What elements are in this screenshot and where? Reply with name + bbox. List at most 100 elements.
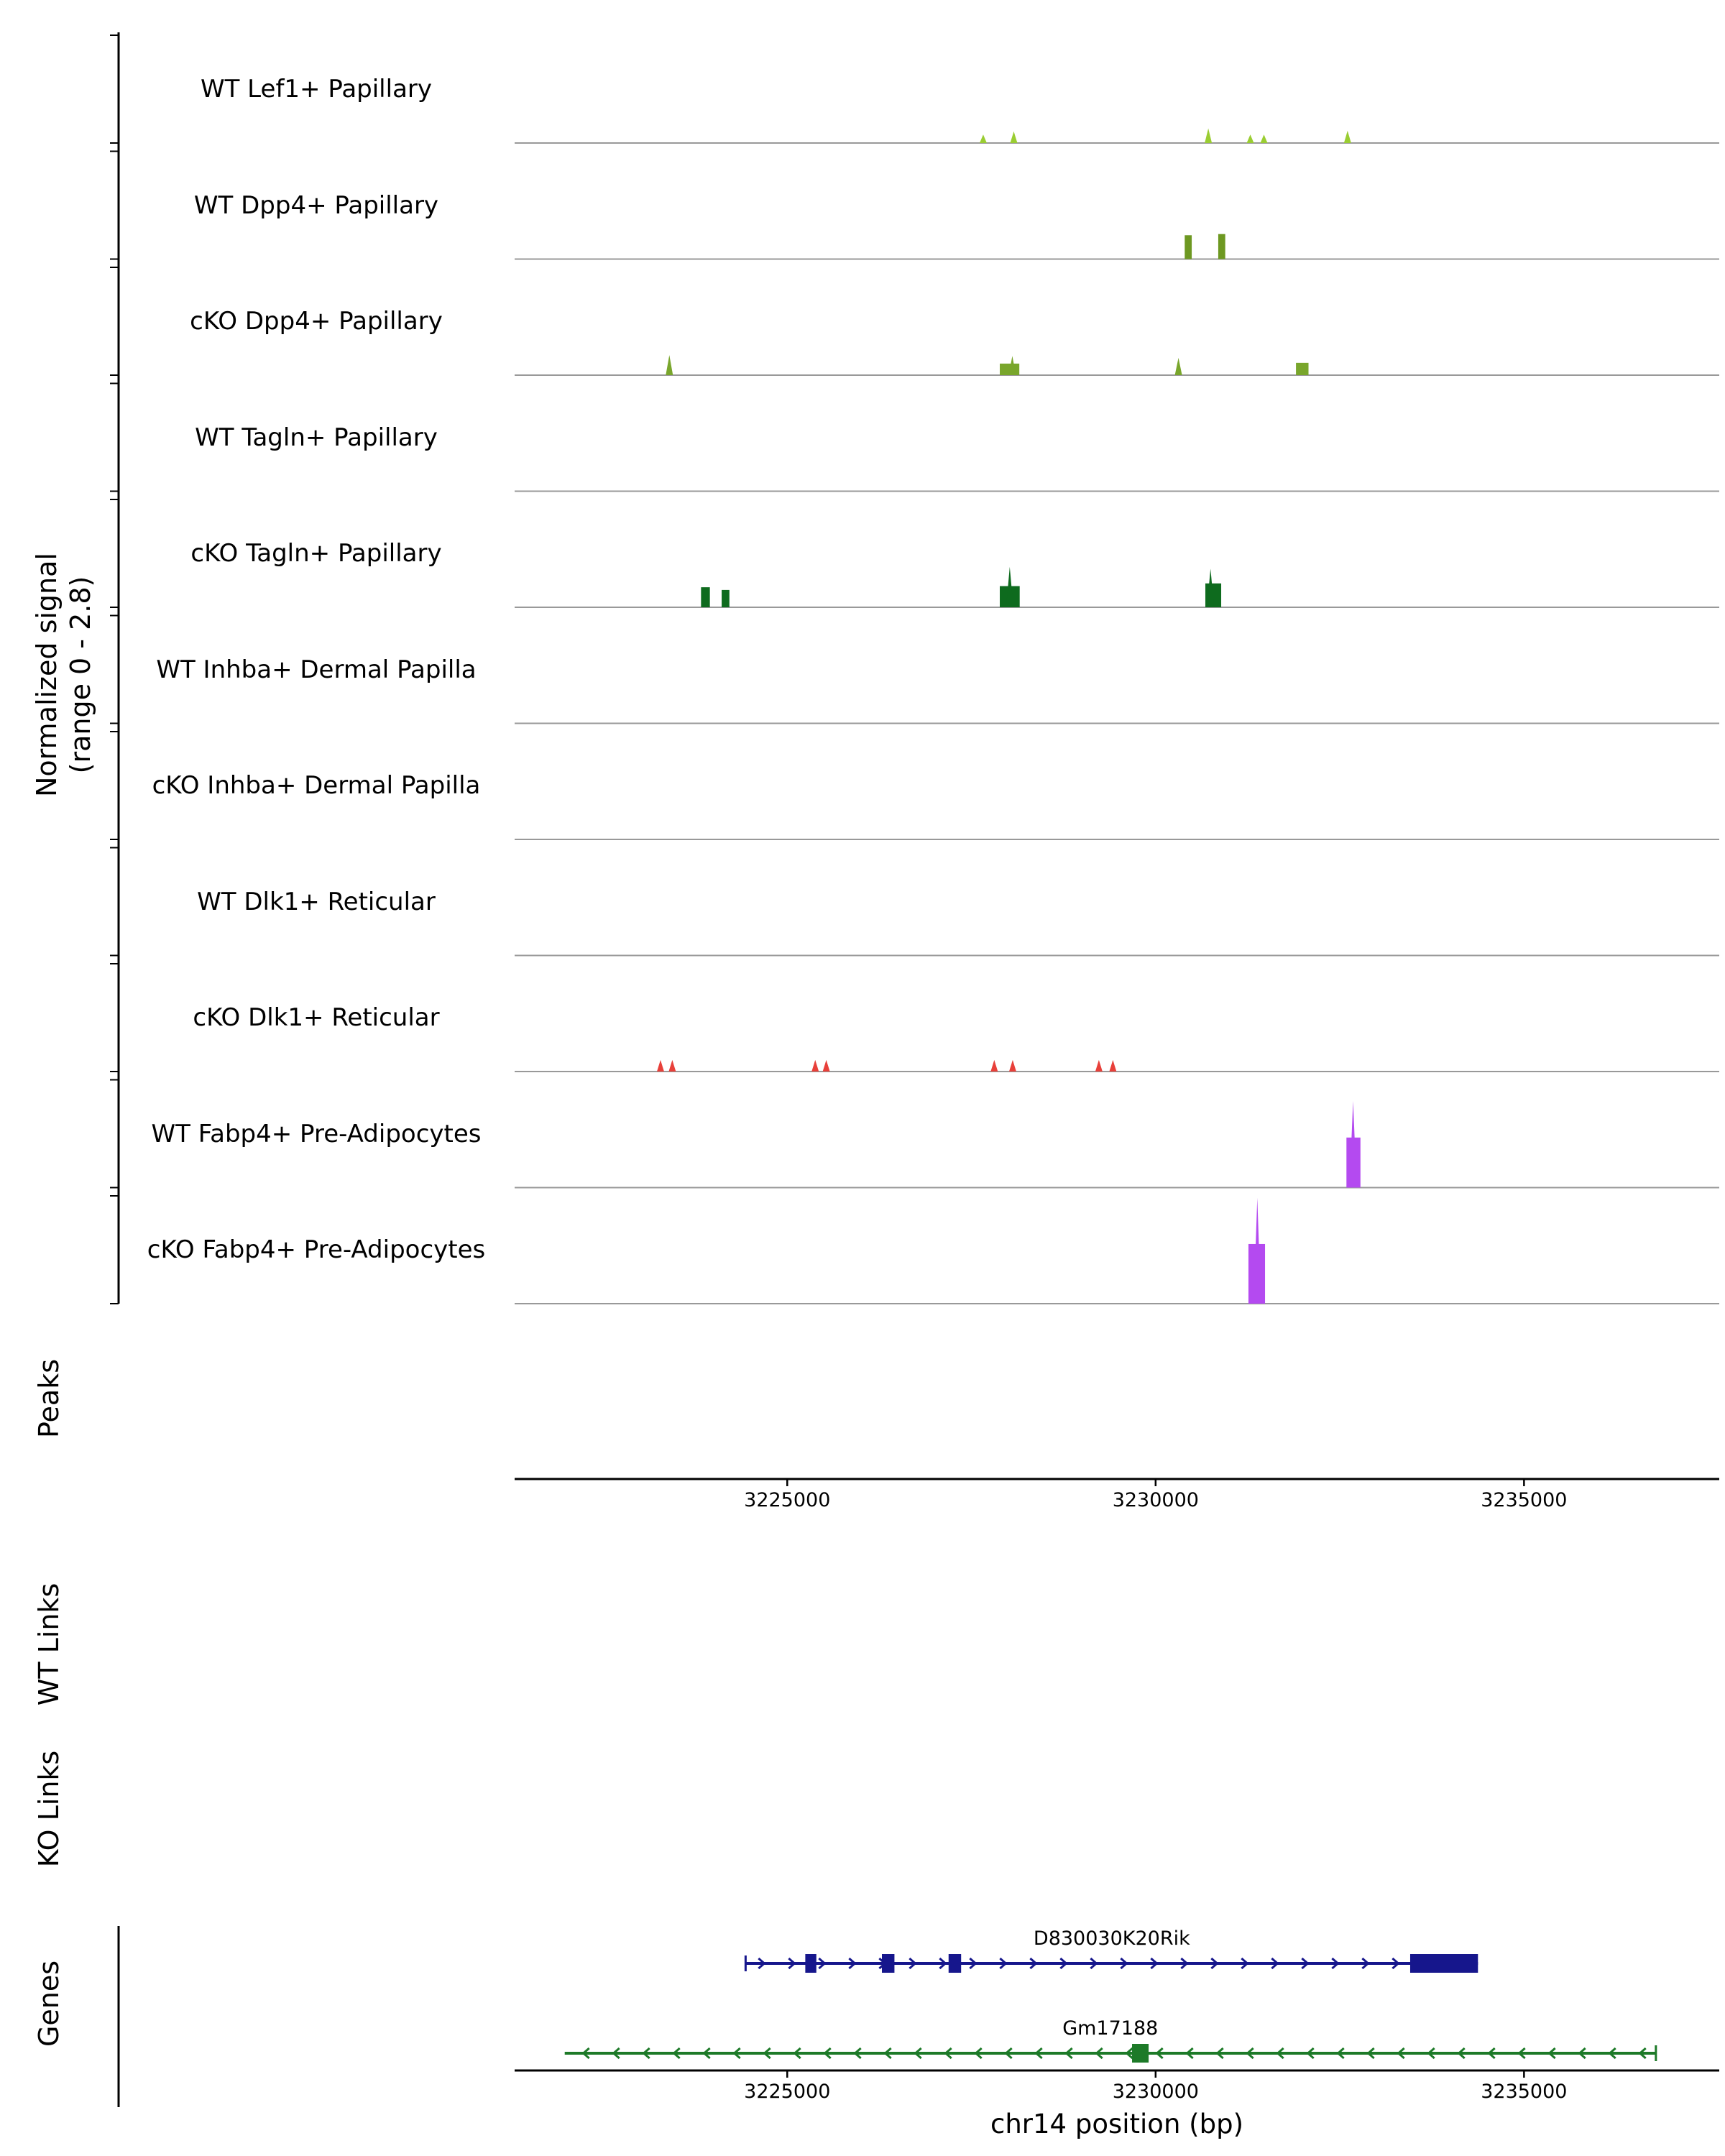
signal-peak-block bbox=[722, 589, 730, 607]
gene-exon bbox=[1132, 2044, 1149, 2063]
gene-strand-arrow bbox=[853, 2047, 862, 2060]
signal-peak-spike bbox=[1095, 1059, 1103, 1072]
gene-strand-arrow bbox=[848, 1957, 857, 1970]
section-label-peaks: Peaks bbox=[33, 1358, 65, 1439]
gene-strand-arrow bbox=[1517, 2047, 1526, 2060]
gene-strand-arrow bbox=[914, 2047, 922, 2060]
gene-strand-arrow bbox=[763, 2047, 771, 2060]
gene-strand-arrow bbox=[1361, 1957, 1370, 1970]
gene-strand-arrow bbox=[1004, 2047, 1013, 2060]
gene-strand-arrow bbox=[1638, 2047, 1647, 2060]
signal-peak-spike bbox=[990, 1059, 998, 1072]
gene-strand-arrow bbox=[1547, 2047, 1556, 2060]
gene-strand-arrow bbox=[793, 2047, 801, 2060]
position-axis-tick-label: 3225000 bbox=[744, 2081, 831, 2103]
track-label: WT Dlk1+ Reticular bbox=[197, 887, 436, 916]
signal-peak-spike bbox=[1010, 131, 1018, 143]
section-label-genes: Genes bbox=[33, 1960, 65, 2047]
gene-strand-arrow bbox=[1120, 1957, 1128, 1970]
track-label: cKO Inhba+ Dermal Papilla bbox=[152, 771, 481, 800]
gene-exon bbox=[1409, 1954, 1478, 1973]
position-axis-tick-label: 3235000 bbox=[1481, 2081, 1568, 2103]
gene-strand-arrow bbox=[1059, 1957, 1068, 1970]
track-label: WT Fabp4+ Pre-Adipocytes bbox=[151, 1119, 482, 1148]
gene-strand-arrow bbox=[1090, 1957, 1098, 1970]
signal-peak-spike bbox=[666, 355, 673, 375]
peaks-axis-tick-label: 3235000 bbox=[1481, 1489, 1568, 1511]
gene-strand-arrow bbox=[1271, 1957, 1279, 1970]
section-label-wt-links: WT Links bbox=[33, 1583, 65, 1706]
gene-strand-arrow bbox=[1276, 2047, 1284, 2060]
gene-strand-arrow bbox=[939, 1957, 947, 1970]
gene-strand-arrow bbox=[1608, 2047, 1616, 2060]
gene-strand-arrow bbox=[818, 1957, 827, 1970]
gene-strand-arrow bbox=[612, 2047, 620, 2060]
signal-peak-spike bbox=[1207, 568, 1215, 607]
signal-peak-spike bbox=[1205, 128, 1213, 143]
position-axis-tick-label: 3230000 bbox=[1112, 2081, 1199, 2103]
gene-strand-arrow bbox=[1301, 1957, 1310, 1970]
gene-strand-arrow bbox=[1180, 1957, 1189, 1970]
gene-strand-arrow bbox=[823, 2047, 832, 2060]
signal-peak-spike bbox=[656, 1059, 664, 1072]
x-axis-title: chr14 position (bp) bbox=[990, 2109, 1244, 2139]
gene-strand-arrow bbox=[1331, 1957, 1340, 1970]
track-label: cKO Fabp4+ Pre-Adipocytes bbox=[147, 1235, 486, 1264]
gene-strand-arrow bbox=[1427, 2047, 1435, 2060]
signal-peak-spike bbox=[1008, 356, 1016, 375]
signal-peak-spike bbox=[1008, 1059, 1016, 1072]
gene-strand-arrow bbox=[1457, 2047, 1466, 2060]
signal-peak-spike bbox=[822, 1059, 830, 1072]
gene-strand-arrow bbox=[732, 2047, 741, 2060]
gene-strand-arrow bbox=[1210, 1957, 1219, 1970]
y-axis-label-line1: Normalized signal bbox=[31, 553, 63, 797]
track-label: WT Lef1+ Papillary bbox=[200, 75, 433, 103]
track-label: WT Tagln+ Papillary bbox=[195, 423, 438, 452]
gene-strand-arrow bbox=[672, 2047, 681, 2060]
track-label: cKO Dlk1+ Reticular bbox=[193, 1003, 440, 1032]
gene-strand-arrow bbox=[788, 1957, 796, 1970]
gene-strand-arrow bbox=[908, 1957, 917, 1970]
gene-strand-arrow bbox=[1095, 2047, 1103, 2060]
gene-strand-arrow bbox=[1241, 1957, 1249, 1970]
gene-exon bbox=[805, 1954, 816, 1973]
gene-strand-arrow bbox=[1306, 2047, 1315, 2060]
gene-strand-arrow bbox=[1392, 1957, 1400, 1970]
gene-strand-arrow bbox=[1246, 2047, 1254, 2060]
signal-peak-spike bbox=[1349, 1100, 1357, 1188]
gene-strand-arrow bbox=[999, 1957, 1008, 1970]
gene-name-label: Gm17188 bbox=[1062, 2017, 1159, 2040]
gene-strand-arrow bbox=[581, 2047, 590, 2060]
signal-peak-block bbox=[1296, 362, 1309, 375]
peaks-axis-tick-label: 3225000 bbox=[744, 1489, 831, 1511]
gene-strand-arrow bbox=[1366, 2047, 1375, 2060]
gene-exon bbox=[882, 1954, 895, 1973]
track-label: WT Dpp4+ Papillary bbox=[193, 190, 439, 220]
gene-strand-arrow bbox=[642, 2047, 650, 2060]
gene-strand-arrow bbox=[1487, 2047, 1496, 2060]
gene-exon bbox=[948, 1954, 962, 1973]
gene-strand-arrow bbox=[1215, 2047, 1224, 2060]
signal-peak-spike bbox=[1260, 134, 1268, 143]
gene-strand-arrow bbox=[1336, 2047, 1345, 2060]
gene-strand-arrow bbox=[974, 2047, 983, 2060]
signal-peak-spike bbox=[1174, 357, 1182, 375]
section-label-ko-links: KO Links bbox=[33, 1750, 65, 1868]
signal-peak-spike bbox=[1109, 1059, 1117, 1072]
gene-strand-arrow bbox=[969, 1957, 978, 1970]
track-label: WT Inhba+ Dermal Papilla bbox=[156, 655, 477, 684]
gene-strand-arrow bbox=[702, 2047, 711, 2060]
signal-peak-spike bbox=[1006, 566, 1013, 607]
signal-peak-block bbox=[1184, 235, 1192, 259]
signal-peak-spike bbox=[979, 134, 987, 143]
y-axis-label-line2: (range 0 - 2.8) bbox=[65, 576, 96, 774]
track-label: cKO Tagln+ Papillary bbox=[190, 539, 442, 568]
gene-strand-arrow bbox=[1125, 2047, 1133, 2060]
gene-strand-arrow bbox=[1578, 2047, 1586, 2060]
signal-peak-spike bbox=[1343, 130, 1351, 143]
gene-strand-arrow bbox=[1150, 1957, 1159, 1970]
gene-strand-arrow bbox=[1029, 1957, 1038, 1970]
y-axis-label: Normalized signal (range 0 - 2.8) bbox=[30, 553, 98, 797]
